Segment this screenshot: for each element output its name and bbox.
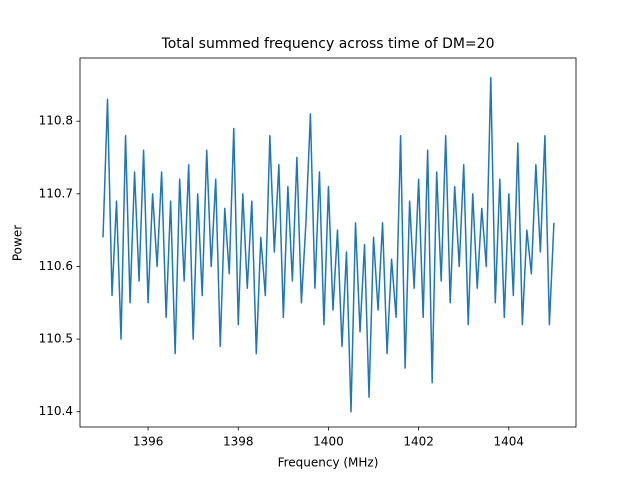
y-tick-label: 110.5 xyxy=(39,332,73,346)
y-tick-label: 110.4 xyxy=(39,404,73,418)
x-tick-label: 1404 xyxy=(494,435,525,449)
chart-title: Total summed frequency across time of DM… xyxy=(161,36,495,52)
y-tick-label: 110.6 xyxy=(39,259,73,273)
y-tick-label: 110.8 xyxy=(39,114,73,128)
y-axis-label: Power xyxy=(11,225,25,261)
x-tick-label: 1398 xyxy=(223,435,254,449)
plot-frame xyxy=(79,57,577,428)
x-axis-label: Frequency (MHz) xyxy=(278,456,379,470)
x-tick-label: 1402 xyxy=(403,435,434,449)
y-tick-label: 110.7 xyxy=(39,186,73,200)
x-tick-label: 1396 xyxy=(133,435,164,449)
x-tick-label: 1400 xyxy=(313,435,344,449)
data-line xyxy=(102,76,555,413)
